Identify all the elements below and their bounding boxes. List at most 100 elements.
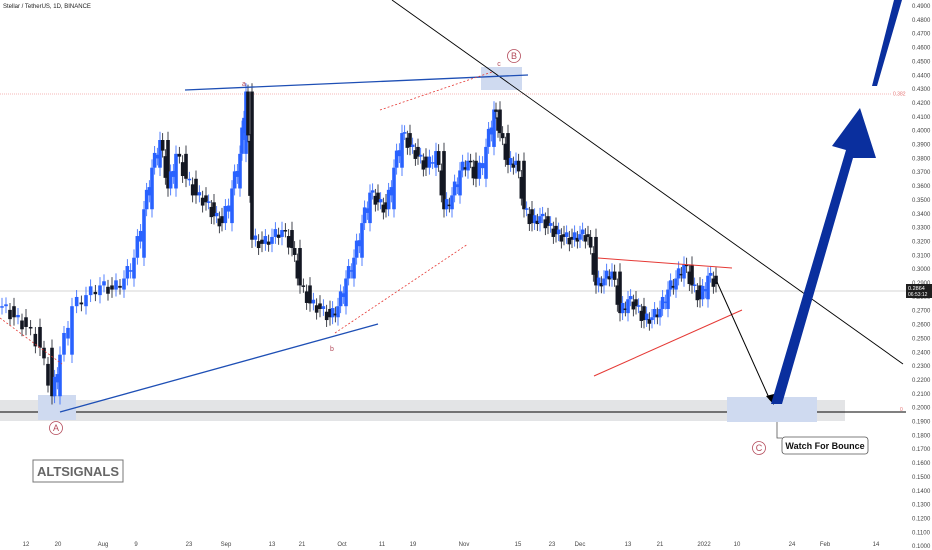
candle-up: [392, 167, 396, 210]
candle-up: [341, 293, 346, 297]
candle-up: [142, 209, 146, 258]
candle-up: [238, 153, 242, 189]
zone-A: [38, 395, 76, 420]
wave-A-circle: [49, 421, 63, 435]
candle-down: [20, 320, 24, 330]
descending-trendline: [391, 0, 904, 365]
candle-up: [187, 178, 192, 181]
candle-up: [676, 268, 681, 279]
candle-up: [538, 216, 542, 224]
candle-down: [373, 195, 378, 205]
y-tick-label: 0.4900: [912, 4, 931, 10]
candle-up: [74, 296, 79, 307]
candle-down: [308, 285, 312, 304]
candle-down: [28, 326, 33, 329]
candle-up: [692, 284, 697, 287]
candle-up: [244, 91, 248, 154]
candle-down: [276, 234, 281, 238]
candle-up: [660, 296, 665, 309]
candle-up: [674, 278, 678, 290]
candle-up: [650, 317, 654, 321]
candle-down: [324, 311, 329, 321]
candle-down: [421, 160, 426, 170]
candle-down: [591, 253, 596, 275]
x-tick-label: 12: [23, 542, 30, 548]
candle-down: [500, 133, 505, 139]
candle-down: [519, 176, 524, 199]
candle-down: [24, 317, 28, 327]
candle-up: [652, 308, 657, 318]
candle-down: [546, 216, 550, 226]
candle-down: [554, 225, 558, 235]
y-tick-label: 0.1000: [912, 544, 931, 550]
candle-down: [690, 264, 694, 286]
candle-up: [240, 127, 244, 154]
candle-up: [214, 212, 219, 217]
candle-down: [217, 218, 222, 227]
candle-up: [460, 161, 465, 171]
candle-down: [424, 156, 428, 168]
candle-down: [160, 140, 165, 151]
candle-up: [430, 162, 435, 164]
candle-down: [543, 219, 548, 229]
x-tick-label: 23: [186, 542, 193, 548]
candle-up: [352, 257, 356, 279]
y-tick-label: 0.2500: [912, 336, 931, 342]
candle-down: [376, 192, 380, 203]
candle-down: [583, 235, 588, 242]
candle-down: [623, 308, 628, 311]
candle-down: [496, 117, 500, 131]
candle-up: [344, 278, 348, 307]
candle-up: [508, 158, 513, 165]
last-price-value: 0.2864: [908, 286, 925, 292]
candle-up: [311, 299, 316, 304]
candle-up: [486, 128, 491, 147]
candle-down: [12, 306, 16, 318]
candle-up: [514, 160, 518, 165]
candle-up: [636, 305, 641, 307]
candle-up: [223, 206, 228, 224]
x-tick-label: 19: [410, 542, 417, 548]
candle-down: [106, 286, 110, 294]
candle-up: [540, 213, 545, 217]
candle-down: [494, 109, 498, 112]
y-tick-label: 0.3500: [912, 198, 931, 204]
x-tick-label: 23: [549, 542, 556, 548]
y-tick-label: 0.1400: [912, 489, 931, 495]
candle-down: [570, 236, 574, 240]
x-tick-label: 21: [299, 542, 306, 548]
candle-up: [232, 171, 237, 189]
candle-down: [333, 313, 338, 316]
candle-down: [447, 204, 452, 207]
candle-down: [612, 271, 617, 280]
candle-down: [200, 197, 205, 206]
candle-down: [642, 306, 646, 321]
x-tick-label: Sep: [221, 542, 232, 548]
candle-up: [668, 280, 673, 290]
candle-down: [468, 160, 473, 163]
x-tick-label: 10: [734, 542, 741, 548]
candle-up: [362, 207, 367, 224]
candle-down: [474, 160, 478, 179]
candle-up: [55, 374, 60, 383]
candle-down: [110, 285, 114, 290]
candle-up: [400, 133, 404, 168]
fib-0-label: 0: [900, 407, 903, 413]
candle-up: [466, 160, 470, 171]
candle-up: [144, 189, 149, 210]
candle-up: [628, 296, 633, 300]
candle-down: [559, 235, 564, 242]
wave-B-label: B: [511, 51, 517, 61]
last-price-countdown: 06:53:12: [908, 292, 928, 298]
candle-down: [567, 237, 572, 245]
candle-down: [79, 302, 84, 305]
candle-down: [256, 241, 261, 249]
sub-wave-b: b: [330, 346, 334, 353]
candle-down: [246, 91, 250, 136]
callout-leader: [776, 422, 782, 439]
candle-down: [46, 363, 50, 386]
candle-up: [410, 144, 415, 147]
candle-down: [599, 283, 604, 287]
support-band: [0, 400, 845, 421]
